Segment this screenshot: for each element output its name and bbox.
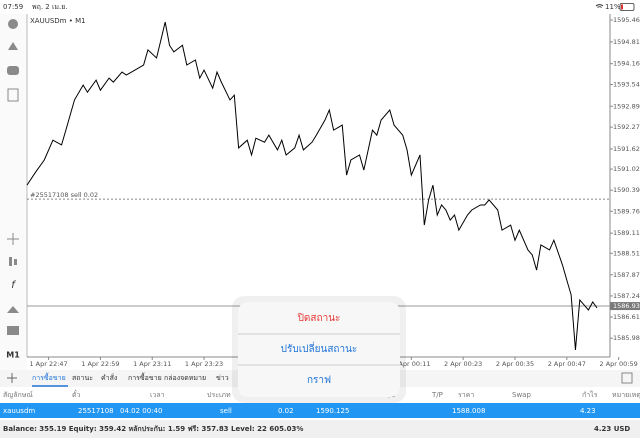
x-tick-label: 2 Apr 00:11 (392, 360, 430, 368)
tab[interactable]: ข่าว (216, 374, 229, 382)
account-summary: Balance: 355.19 Equity: 359.42 หลักประกั… (3, 425, 303, 433)
cell-ticket: 25517108 (78, 407, 114, 415)
battery-level (621, 4, 623, 10)
x-tick-label: 1 Apr 23:11 (133, 360, 171, 368)
column-header: เวลา (150, 391, 165, 399)
y-tick-label: 1593.540 (613, 80, 640, 88)
y-tick-label: 1590.390 (613, 186, 640, 194)
x-tick-label: 2 Apr 00:59 (600, 360, 638, 368)
layout-icon[interactable] (621, 372, 633, 384)
y-tick-label: 1595.460 (613, 16, 640, 24)
total-profit: 4.23 USD (594, 425, 630, 433)
crosshair-icon[interactable] (7, 233, 19, 245)
column-header: T/P (431, 391, 443, 399)
tab[interactable]: การซื้อขาย (32, 371, 66, 382)
templates-icon[interactable] (7, 326, 19, 335)
x-tick-label: 2 Apr 00:35 (496, 360, 534, 368)
y-tick-label: 1591.620 (613, 145, 640, 153)
new-order-icon[interactable] (7, 88, 19, 102)
tab[interactable]: สถานะ (72, 374, 93, 382)
cell-type: sell (220, 407, 232, 415)
x-tick-label: 2 Apr 00:23 (444, 360, 482, 368)
candle-icon[interactable] (14, 259, 17, 265)
y-tick-label: 1588.510 (613, 249, 640, 257)
column-header: Swap (512, 391, 531, 399)
add-button[interactable] (7, 373, 17, 383)
tab[interactable]: การซื้อขาย (128, 371, 162, 382)
x-tick-label: 2 Apr 00:47 (548, 360, 586, 368)
objects-icon[interactable] (7, 306, 19, 313)
battery-text: 11% (605, 3, 621, 11)
y-tick-label: 1586.610 (613, 313, 640, 321)
close-position-button[interactable]: ปิดสถานะ (297, 313, 340, 324)
y-tick-label: 1589.110 (613, 229, 640, 237)
y-tick-label: 1594.160 (613, 60, 640, 68)
x-tick-label: 1 Apr 22:47 (29, 360, 67, 368)
selected-row[interactable] (0, 403, 640, 418)
cell-symbol: xauusdm (3, 407, 35, 415)
status-date: พฤ. 2 เม.ย. (32, 3, 68, 11)
modify-position-button[interactable]: ปรับเปลี่ยนสถานะ (281, 341, 358, 355)
account-icon[interactable] (8, 19, 18, 29)
trade-icon[interactable] (8, 42, 18, 50)
footer (0, 420, 640, 438)
tab[interactable]: คำสั่ง (101, 373, 117, 382)
tabs: การซื้อขาย สถานะ คำสั่ง การซื้อขาย กล่องจดหม… (32, 371, 229, 387)
column-header: ประเภท (207, 391, 231, 399)
timeframe-button[interactable]: M1 (6, 351, 20, 360)
indicator-icon[interactable]: f (11, 280, 16, 291)
column-header: กำไร (582, 390, 598, 399)
price-line-series (26, 21, 598, 350)
y-tick-label: 1585.980 (613, 334, 640, 342)
y-tick-label: 1592.270 (613, 123, 640, 131)
y-tick-label: 1591.020 (613, 165, 640, 173)
y-tick-label: 1592.890 (613, 102, 640, 110)
column-header: หมายเหตุ (612, 391, 640, 399)
tab[interactable]: กล่องจดหมาย (164, 374, 206, 382)
y-tick-label: 1589.760 (613, 207, 640, 215)
x-tick-label: 1 Apr 22:59 (81, 360, 119, 368)
status-time: 07:59 (3, 3, 23, 11)
chart-title: XAUUSDm • M1 (30, 17, 86, 25)
battery-icon (619, 3, 635, 11)
y-tick-label: 1587.240 (613, 292, 640, 300)
cell-time: 04.02 00:40 (120, 407, 162, 415)
column-header: ตั๋ว (72, 390, 81, 399)
popup (238, 302, 400, 397)
candle-icon[interactable] (9, 257, 12, 266)
cell-profit: 4.23 (580, 407, 596, 415)
cell-volume: 0.02 (278, 407, 294, 415)
price-label: 1586.938 (613, 302, 640, 310)
wifi-icon (595, 4, 604, 8)
column-header: สัญลักษณ์ (3, 391, 33, 399)
column-header: ราคา (458, 391, 474, 399)
order-line-label: #25517108 sell 0.02 (30, 191, 98, 199)
y-tick-label: 1587.870 (613, 271, 640, 279)
x-tick-label: 1 Apr 23:23 (185, 360, 223, 368)
chat-icon[interactable] (7, 66, 19, 75)
cell-price: 1588.008 (452, 407, 485, 415)
chart: 1595.460 1594.810 1594.160 1593.540 1592.890… (26, 16, 640, 368)
price-label-bg (610, 302, 640, 311)
cell-open-price: 1590.125 (316, 407, 349, 415)
chart-button[interactable]: กราฟ (307, 375, 331, 386)
y-tick-label: 1594.810 (613, 38, 640, 46)
